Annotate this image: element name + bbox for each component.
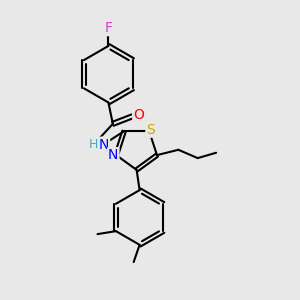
Text: O: O (133, 108, 144, 122)
Text: H: H (89, 138, 98, 151)
Text: F: F (104, 21, 112, 35)
Text: N: N (99, 138, 109, 152)
Text: S: S (146, 123, 155, 137)
Text: N: N (108, 148, 119, 162)
